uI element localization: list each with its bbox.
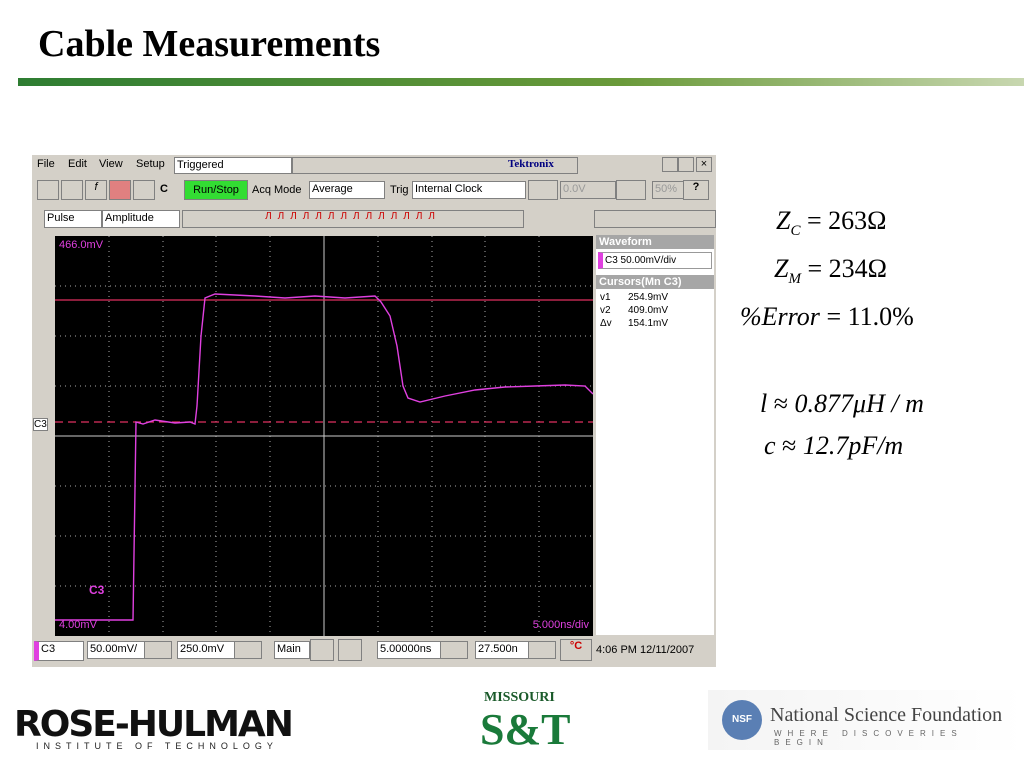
eq-rel: = [807, 254, 823, 283]
menu-item[interactable]: View [99, 158, 123, 170]
eq-rel: ≈ [782, 431, 797, 460]
cursors-header: Cursors(Mn C3) [596, 275, 714, 289]
horizontal-field[interactable]: 5.00000ns [377, 641, 441, 659]
channel-marker: C3 [33, 418, 48, 431]
zoom-out[interactable] [338, 639, 362, 661]
acq-mode-select[interactable]: Average [309, 181, 385, 199]
horizontal-spin[interactable] [440, 641, 468, 659]
position-field[interactable]: 27.500n [475, 641, 529, 659]
minimize[interactable] [662, 157, 678, 172]
timebase-label: 5.000ns/div [533, 619, 590, 631]
menu-item[interactable]: Edit [68, 158, 87, 170]
eq-rhs: 11.0% [847, 302, 914, 331]
waveform-item[interactable]: C3 50.00mV/div [598, 252, 712, 269]
nsf-name: National Science Foundation [770, 704, 1003, 726]
nsf-sub: WHERE DISCOVERIES BEGIN [774, 729, 963, 747]
eq-rhs: 12.7pF/m [802, 431, 904, 460]
eq-rhs: 0.877μH / m [794, 389, 924, 418]
equation: ZM = 234Ω [774, 254, 887, 288]
scope-screen: 466.0mV 4.00mV C3 5.000ns/div [55, 236, 593, 636]
eq-sub: C [790, 223, 801, 240]
eq-sub: M [788, 271, 801, 288]
temp-button[interactable]: °C [560, 639, 592, 661]
run-stop-button[interactable]: Run/Stop [184, 180, 248, 200]
slope-button[interactable] [528, 180, 558, 200]
measure-select[interactable]: Amplitude [102, 210, 180, 228]
position-spin[interactable] [528, 641, 556, 659]
top-label: 466.0mV [59, 239, 104, 251]
offset-field[interactable]: 250.0mV [177, 641, 235, 659]
acq-mode-label: Acq Mode [252, 184, 302, 196]
timebase-mode[interactable]: Main [274, 641, 310, 659]
eq-lhs: %Error [740, 302, 820, 331]
eq-rhs: 263Ω [828, 206, 887, 235]
mst-logo: S&T [480, 705, 571, 754]
view-buttons[interactable] [594, 210, 716, 228]
equation: c ≈ 12.7pF/m [764, 431, 903, 461]
zoom-in[interactable] [310, 639, 334, 661]
help-button[interactable]: ? [683, 180, 709, 200]
fx-button[interactable]: f [85, 180, 107, 200]
rose-hulman-logo: ROSE-HULMAN [14, 704, 294, 745]
c-button[interactable]: C [160, 183, 168, 195]
waveform-header: Waveform [596, 235, 714, 249]
clock: 4:06 PM 12/11/2007 [594, 641, 714, 659]
menu-item[interactable]: File [37, 158, 55, 170]
rose-hulman-sub: INSTITUTE OF TECHNOLOGY [36, 741, 278, 751]
trig-label: Trig [390, 184, 409, 196]
level-field: 0.0V [560, 181, 616, 199]
equation: ZC = 263Ω [776, 206, 886, 240]
slide-title: Cable Measurements [38, 23, 381, 65]
channel-select[interactable]: C3 [34, 641, 84, 661]
brand: Tektronix [508, 158, 554, 170]
eq-lhs: Z [774, 254, 789, 283]
trig-select[interactable]: Internal Clock [412, 181, 526, 199]
nsf-badge: NSF [722, 700, 762, 740]
cursor-name: Δv [600, 318, 612, 329]
status-bar [292, 157, 578, 174]
eq-rhs: 234Ω [828, 254, 887, 283]
measure-buttons[interactable]: ЛЛЛЛЛЛЛЛЛЛЛЛЛЛ [182, 210, 524, 228]
close[interactable]: × [696, 157, 712, 172]
eq-lhs: Z [776, 206, 791, 235]
cursor-table: v1 254.9mV v2 409.0mV Δv 154.1mV [596, 289, 714, 332]
equation: l ≈ 0.877μH / m [760, 389, 924, 419]
offset-spin[interactable] [234, 641, 262, 659]
print-button[interactable] [37, 180, 59, 200]
maximize[interactable] [678, 157, 694, 172]
mst-top: MISSOURI [484, 690, 555, 705]
wave-button[interactable] [109, 180, 131, 200]
cursor-value: 154.1mV [628, 318, 669, 329]
cursor-name: v2 [600, 305, 611, 316]
tools-button[interactable] [61, 180, 83, 200]
trace-label: C3 [89, 583, 105, 597]
scale-field[interactable]: 50.00mV/ [87, 641, 145, 659]
eq-rel: = [806, 206, 822, 235]
level-spin[interactable] [616, 180, 646, 200]
cursor-name: v1 [600, 292, 611, 303]
eq-lhs: c [764, 431, 776, 460]
cursor-value: 409.0mV [628, 305, 669, 316]
meas-button[interactable] [133, 180, 155, 200]
menu-item[interactable]: Setup [136, 158, 165, 170]
scope-window: File Edit View Setup Triggered Tektronix… [32, 155, 716, 667]
side-panel: Waveform C3 50.00mV/div Cursors(Mn C3) v… [596, 235, 714, 635]
waveform [55, 293, 593, 621]
zoom-field: 50% [652, 181, 684, 199]
scale-spin[interactable] [144, 641, 172, 659]
eq-lhs: l [760, 389, 768, 418]
cursor-value: 254.9mV [628, 292, 669, 303]
eq-rel: = [826, 302, 842, 331]
eq-rel: ≈ [773, 389, 789, 418]
equation: %Error = 11.0% [740, 302, 914, 332]
status-field: Triggered [174, 157, 292, 174]
title-bar [18, 78, 1024, 86]
bottom-label: 4.00mV [59, 619, 98, 631]
measure-type-select[interactable]: Pulse [44, 210, 102, 228]
